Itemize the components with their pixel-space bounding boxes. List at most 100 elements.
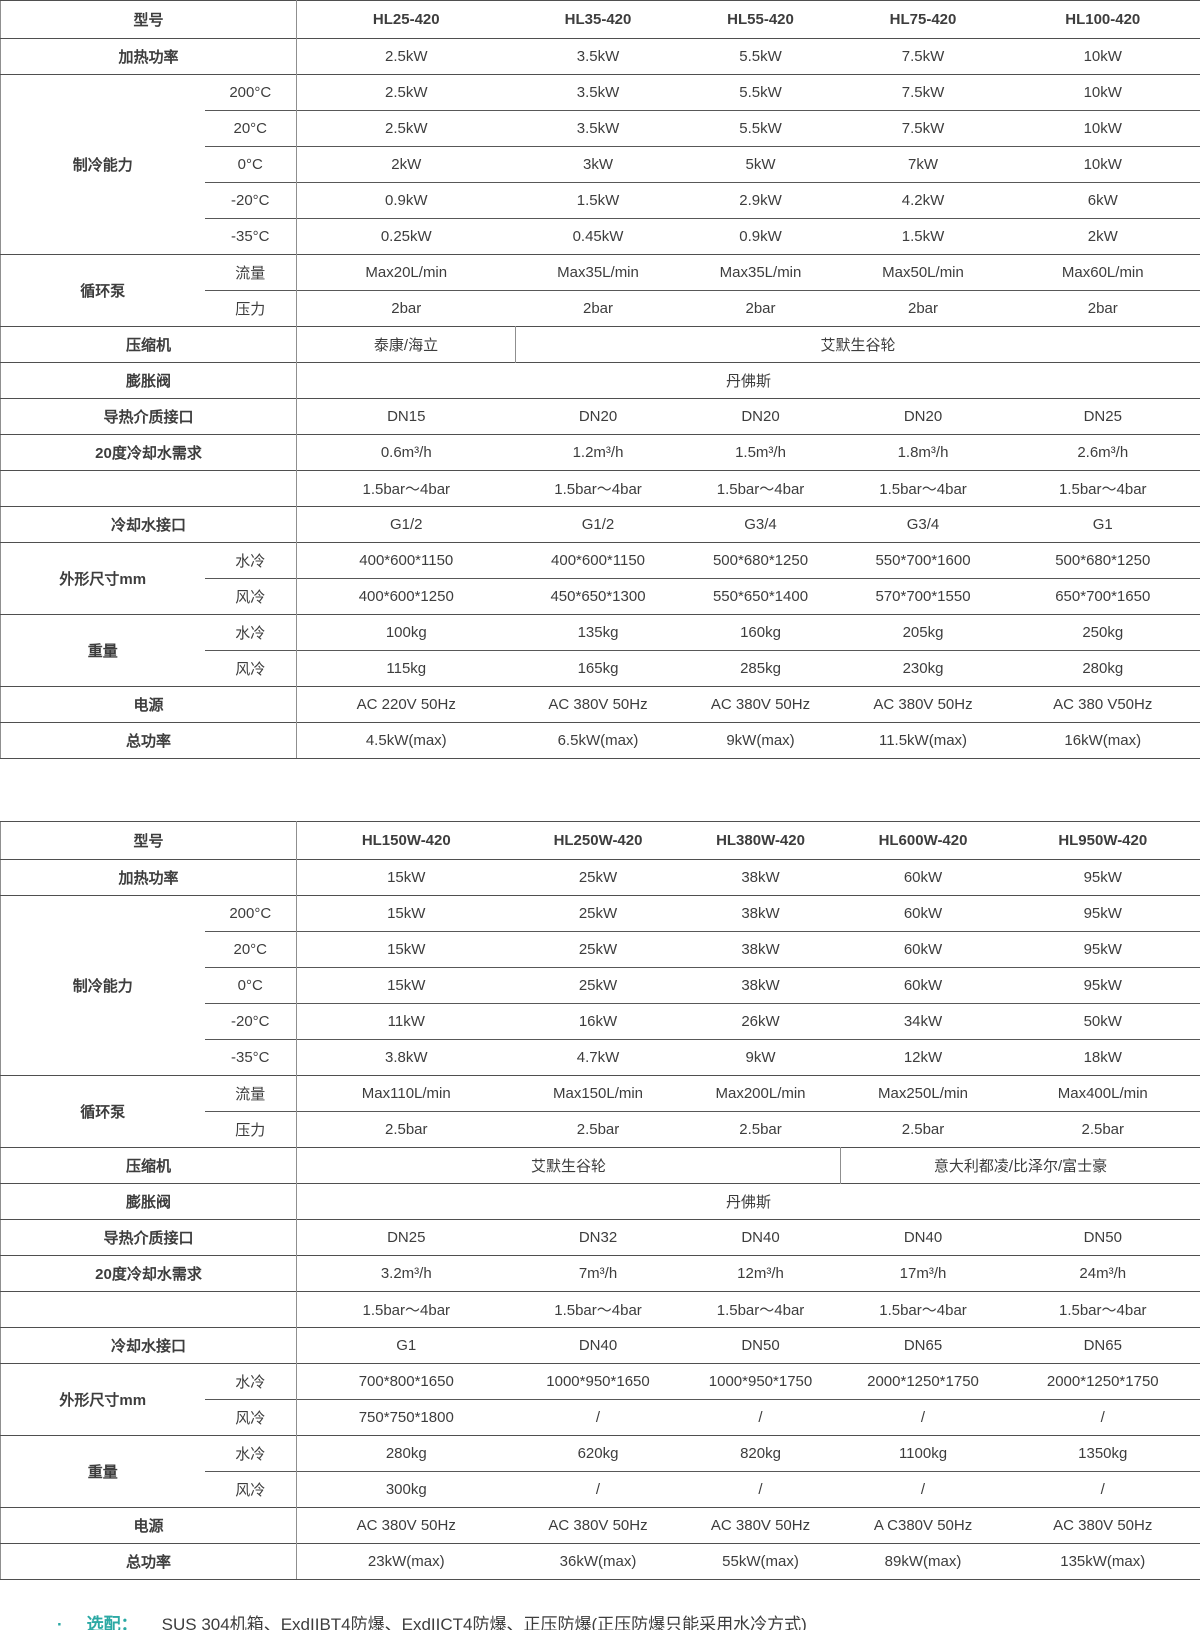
cell-value: 2.5bar [840,1111,1006,1148]
cell-value: DN40 [515,1327,681,1364]
model-header: HL150W-420 [296,821,516,860]
cell-value: 2bar [296,290,516,327]
cell-value: 23kW(max) [296,1543,516,1580]
table-row: 20°C 2.5kW 3.5kW 5.5kW 7.5kW 10kW [1,110,1200,147]
cell-value: 4.2kW [840,182,1006,219]
cell-value: AC 380V 50Hz [680,686,841,723]
cell-value: 6kW [1005,182,1200,219]
options-text: SUS 304机箱、ExdIIBT4防爆、ExdIICT4防爆、正压防爆(正压防… [161,1615,807,1630]
table-row: -20°C 0.9kW 1.5kW 2.9kW 4.2kW 6kW [1,182,1200,219]
cell-value: 400*600*1150 [515,542,681,579]
cell-value: 280kg [1005,650,1200,687]
cell-value: 60kW [840,967,1006,1004]
table-row: 20度冷却水需求 3.2m³/h 7m³/h 12m³/h 17m³/h 24m³/h [0,1255,1200,1292]
cell-value: 5.5kW [680,74,841,111]
cell-value: 2.6m³/h [1005,434,1200,471]
cell-value: 3.5kW [515,110,681,147]
row-label: 膨胀阀 [0,362,298,399]
row-sublabel: 200°C [204,74,298,111]
table-row: 导热介质接口 DN25 DN32 DN40 DN40 DN50 [0,1219,1200,1256]
row-label: 重量 [0,1435,205,1508]
cell-value: 1.5bar～4bar [680,470,841,507]
cell-value: 60kW [840,931,1006,968]
model-header: HL250W-420 [515,821,681,860]
cell-value: 135kW(max) [1005,1543,1200,1580]
table-row: 冷却水接口 G1 DN40 DN50 DN65 DN65 [0,1327,1200,1364]
cell-value: DN50 [1005,1219,1200,1256]
cell-value: DN25 [296,1219,516,1256]
row-label: 总功率 [0,722,298,759]
model-header: HL100-420 [1005,0,1200,39]
cell-value: 18kW [1005,1039,1200,1076]
cell-value: 2bar [680,290,841,327]
row-label: 电源 [0,1507,298,1544]
cell-value: 95kW [1005,931,1200,968]
row-label: 20度冷却水需求 [0,1255,298,1292]
cell-value-span: 泰康/海立 [296,326,517,363]
cell-value: 1.5bar～4bar [840,470,1006,507]
cell-value: DN25 [1005,398,1200,435]
table-row: 循环泵 流量 Max20L/min Max35L/min Max35L/min Max50… [0,254,1200,327]
table-row: 风冷 400*600*1250 450*650*1300 550*650*1400 57… [1,578,1200,615]
cell-value: G3/4 [840,506,1006,543]
cell-value: 10kW [1005,146,1200,183]
cell-value: / [1005,1399,1200,1436]
cell-value: 3.2m³/h [296,1255,516,1292]
options-bullet: · [57,1615,63,1630]
row-label: 导热介质接口 [0,1219,298,1256]
cell-value: 95kW [1005,967,1200,1004]
cell-value: 300kg [296,1471,516,1508]
cell-value: 60kW [840,895,1006,932]
cell-value: 500*680*1250 [680,542,841,579]
cell-value: / [840,1399,1006,1436]
model-header: HL55-420 [680,0,841,39]
cell-value: 5kW [680,146,841,183]
table-row: 加热功率 2.5kW 3.5kW 5.5kW 7.5kW 10kW [0,38,1200,75]
table-row: 膨胀阀 丹佛斯 [0,362,1200,399]
table-row: 重量 水冷 100kg 135kg 160kg 205kg 250kg [0,614,1200,687]
cell-value: Max200L/min [680,1075,841,1112]
cell-value-span: 丹佛斯 [296,362,1200,399]
row-label: 导热介质接口 [0,398,298,435]
cell-value: 2.5bar [1005,1111,1200,1148]
cell-value: 1.5m³/h [680,434,841,471]
row-sublabel: 压力 [204,1111,298,1148]
cell-value: 36kW(max) [515,1543,681,1580]
cell-value: 4.5kW(max) [296,722,516,759]
cell-value: 7.5kW [840,38,1006,75]
cell-value: 55kW(max) [680,1543,841,1580]
cell-value: 7kW [840,146,1006,183]
cell-value: 12kW [840,1039,1006,1076]
row-label: 总功率 [0,1543,298,1580]
row-sublabel: -35°C [204,1039,298,1076]
cell-value: 1.5kW [515,182,681,219]
cell-value: Max20L/min [296,254,516,291]
row-label: 20度冷却水需求 [0,434,298,471]
row-sublabel: -20°C [204,182,298,219]
cell-value: 25kW [515,895,681,932]
row-label: 压缩机 [0,1147,298,1184]
table-row: 制冷能力 200°C 15kW 25kW 38kW 60kW 95kW [0,895,1200,1076]
cell-value: 9kW(max) [680,722,841,759]
cell-value: Max35L/min [515,254,681,291]
table-row: 外形尺寸mm 水冷 700*800*1650 1000*950*1650 1000*95… [0,1363,1200,1436]
cell-value: 60kW [840,859,1006,896]
row-sublabel: 水冷 [204,1363,298,1400]
row-label: 加热功率 [0,859,298,896]
row-label: 外形尺寸mm [0,542,205,615]
cell-value: 1.5bar～4bar [1005,1291,1200,1328]
cell-value: 0.9kW [296,182,516,219]
cell-value: 820kg [680,1435,841,1472]
row-sublabel: 风冷 [204,1399,298,1436]
cell-value: Max110L/min [296,1075,516,1112]
cell-value: 0.6m³/h [296,434,516,471]
row-sublabel: 风冷 [204,650,298,687]
row-sublabel: 水冷 [204,614,298,651]
cell-value: 4.7kW [515,1039,681,1076]
cell-value-span: 丹佛斯 [296,1183,1200,1220]
cell-value: A C380V 50Hz [840,1507,1006,1544]
table-row: 压力 2.5bar 2.5bar 2.5bar 2.5bar 2.5bar [1,1111,1200,1148]
table-row: 风冷 750*750*1800// / / [1,1399,1200,1436]
cell-value: AC 380V 50Hz [1005,1507,1200,1544]
cell-value: 1350kg [1005,1435,1200,1472]
